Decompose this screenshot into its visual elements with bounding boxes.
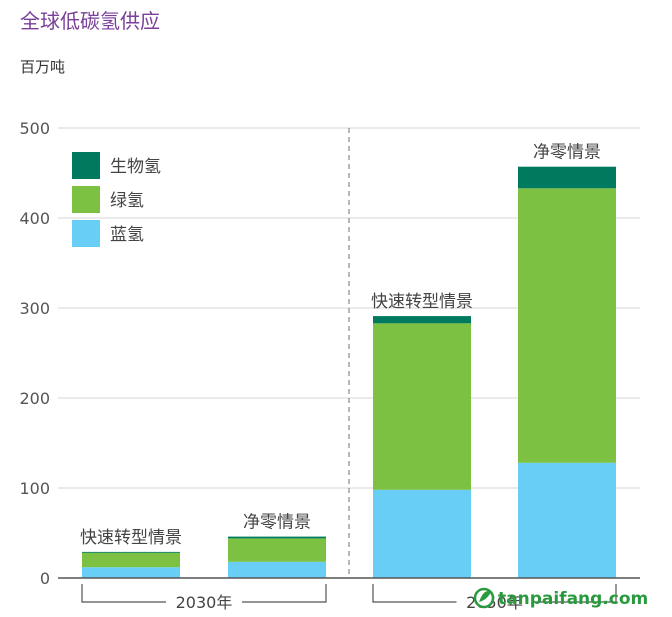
group-label: 2030年: [176, 593, 233, 612]
bar-label: 净零情景: [533, 143, 601, 163]
legend-label: 绿氢: [110, 191, 144, 211]
y-tick-label: 200: [19, 389, 50, 408]
bars: [82, 166, 616, 578]
legend-label: 生物氢: [110, 157, 161, 177]
legend-swatch: [72, 220, 100, 247]
bar-segment-blue: [82, 567, 180, 578]
bar-segment-bio: [373, 316, 471, 324]
bar-segment-green: [82, 552, 180, 568]
y-tick-labels: 0 100 200 300 400 500: [19, 119, 50, 588]
legend-swatch: [72, 186, 100, 213]
bar-label: 快速转型情景: [371, 292, 473, 312]
bar-segment-green: [228, 538, 326, 562]
group-bracket: [372, 584, 617, 603]
bar-segment-green: [373, 323, 471, 490]
bar-segment-bio: [518, 166, 616, 189]
bar-segment-green: [518, 188, 616, 463]
y-axis-label: 百万吨: [20, 58, 65, 76]
bar-segment-bio: [228, 536, 326, 539]
bar-segment-blue: [518, 462, 616, 578]
watermark: tanpaifang.com: [473, 587, 648, 609]
y-tick-label: 100: [19, 479, 50, 498]
watermark-leaf-icon: [479, 591, 491, 602]
y-tick-label: 400: [19, 209, 50, 228]
watermark-text: tanpaifang.com: [498, 589, 648, 609]
group-bracket: [81, 584, 327, 603]
bar-segment-bio: [82, 551, 180, 553]
bar-segment-blue: [228, 561, 326, 578]
bar-label: 净零情景: [243, 513, 311, 533]
chart-title: 全球低碳氢供应: [20, 9, 160, 33]
y-tick-label: 300: [19, 299, 50, 318]
y-tick-label: 0: [40, 569, 50, 588]
bar-label: 快速转型情景: [80, 528, 182, 548]
legend-swatch: [72, 152, 100, 179]
legend-label: 蓝氢: [110, 225, 144, 245]
bar-segment-blue: [373, 489, 471, 578]
y-tick-label: 500: [19, 119, 50, 138]
